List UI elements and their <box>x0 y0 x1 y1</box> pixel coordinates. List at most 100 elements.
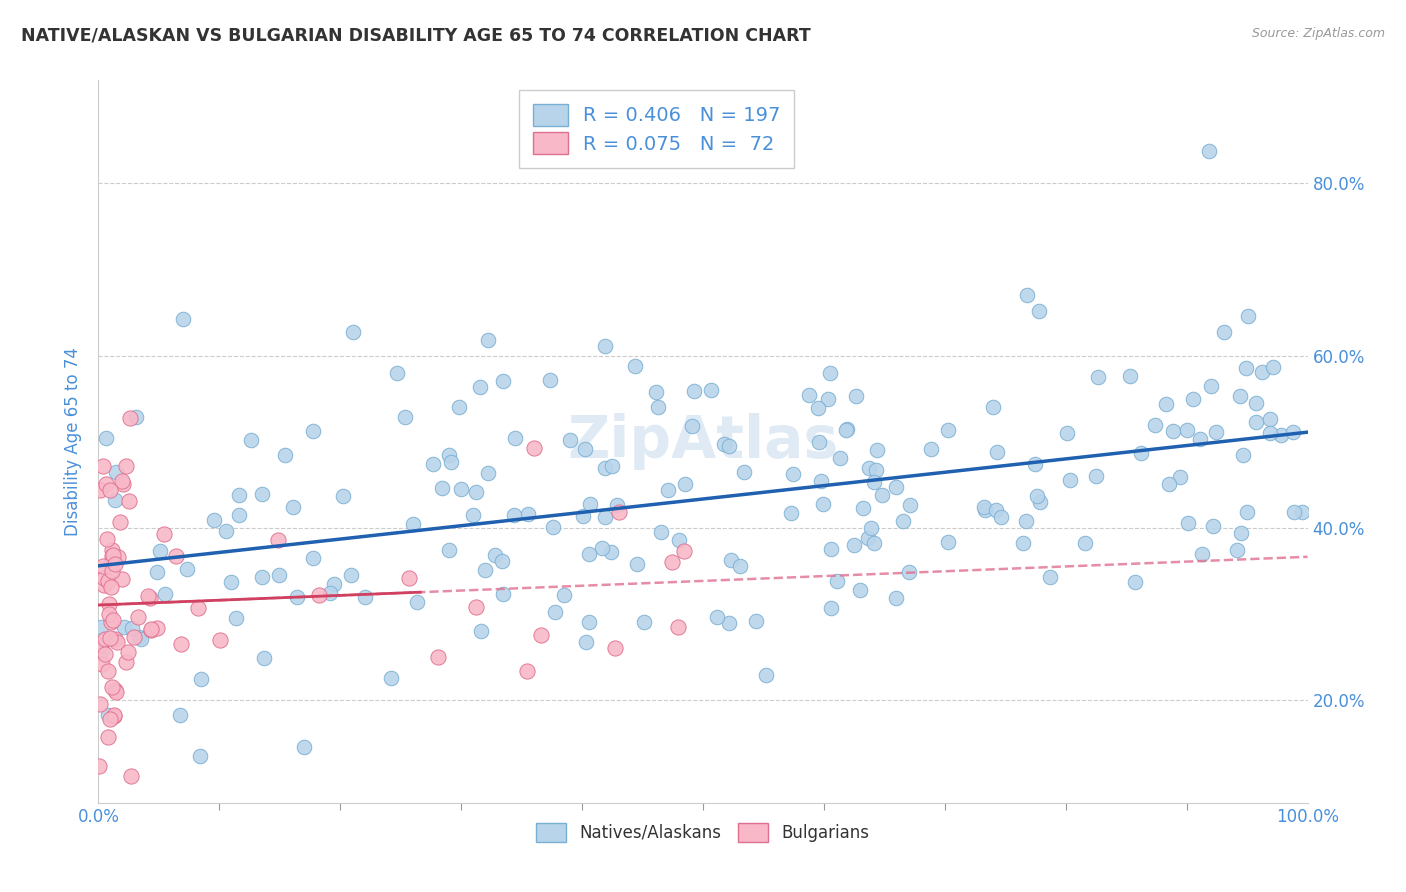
Point <box>1251 365 1274 379</box>
Point <box>595 460 617 475</box>
Point <box>870 488 893 502</box>
Point <box>149 544 172 558</box>
Point <box>936 535 959 549</box>
Point <box>308 587 330 601</box>
Point <box>477 333 499 347</box>
Point <box>1291 505 1313 519</box>
Point <box>990 510 1012 524</box>
Point <box>920 442 942 456</box>
Point <box>1143 417 1166 432</box>
Point <box>1087 370 1109 384</box>
Point <box>250 487 273 501</box>
Point <box>633 615 655 629</box>
Point <box>884 480 907 494</box>
Point <box>281 500 304 514</box>
Point <box>101 548 124 562</box>
Point <box>898 498 921 512</box>
Point <box>574 634 596 648</box>
Point <box>104 685 127 699</box>
Point <box>93 578 115 592</box>
Point <box>579 497 602 511</box>
Point <box>145 566 167 580</box>
Point <box>1191 547 1213 561</box>
Point <box>1039 569 1062 583</box>
Point <box>825 574 848 588</box>
Point <box>830 450 852 465</box>
Point <box>1123 574 1146 589</box>
Point <box>1270 428 1292 442</box>
Point <box>603 641 626 656</box>
Point <box>720 553 742 567</box>
Point <box>152 527 174 541</box>
Point <box>97 574 120 588</box>
Point <box>153 587 176 601</box>
Point <box>1229 526 1251 541</box>
Point <box>1244 395 1267 409</box>
Point <box>1028 304 1050 318</box>
Point <box>101 549 124 563</box>
Point <box>657 483 679 497</box>
Point <box>101 613 124 627</box>
Point <box>986 445 1008 459</box>
Point <box>129 632 152 647</box>
Point <box>105 465 128 479</box>
Point <box>516 664 538 678</box>
Point <box>807 434 830 449</box>
Point <box>807 401 830 415</box>
Point <box>574 442 596 457</box>
Point <box>1024 457 1046 471</box>
Point <box>984 502 1007 516</box>
Point <box>188 749 211 764</box>
Point <box>733 465 755 479</box>
Point <box>219 575 242 590</box>
Point <box>1234 361 1257 376</box>
Point <box>820 601 842 615</box>
Point <box>491 554 513 568</box>
Point <box>865 462 887 476</box>
Point <box>103 708 125 723</box>
Point <box>1229 389 1251 403</box>
Point <box>117 645 139 659</box>
Point <box>1130 446 1153 460</box>
Point <box>87 759 110 773</box>
Point <box>1154 396 1177 410</box>
Point <box>91 643 114 657</box>
Point <box>465 485 488 500</box>
Point <box>700 383 723 397</box>
Point <box>717 439 740 453</box>
Point <box>578 547 600 561</box>
Point <box>97 731 120 745</box>
Point <box>93 571 115 585</box>
Point <box>139 622 162 636</box>
Point <box>292 739 315 754</box>
Point <box>484 548 506 562</box>
Point <box>858 461 880 475</box>
Point <box>647 400 669 414</box>
Point <box>225 611 247 625</box>
Point <box>1244 415 1267 429</box>
Point <box>176 562 198 576</box>
Point <box>267 568 290 582</box>
Point <box>103 707 125 722</box>
Point <box>502 508 524 522</box>
Point <box>560 433 582 447</box>
Point <box>94 632 117 647</box>
Point <box>98 712 121 726</box>
Point <box>666 619 689 633</box>
Point <box>208 633 231 648</box>
Point <box>125 410 148 425</box>
Point <box>439 542 461 557</box>
Point <box>745 615 768 629</box>
Point <box>1258 425 1281 440</box>
Point <box>866 442 889 457</box>
Point <box>145 621 167 635</box>
Point <box>115 459 138 474</box>
Point <box>1026 490 1049 504</box>
Point <box>863 536 886 550</box>
Point <box>673 477 696 491</box>
Point <box>253 650 276 665</box>
Point <box>492 587 515 601</box>
Point <box>165 549 187 563</box>
Point <box>817 392 839 407</box>
Point <box>187 601 209 615</box>
